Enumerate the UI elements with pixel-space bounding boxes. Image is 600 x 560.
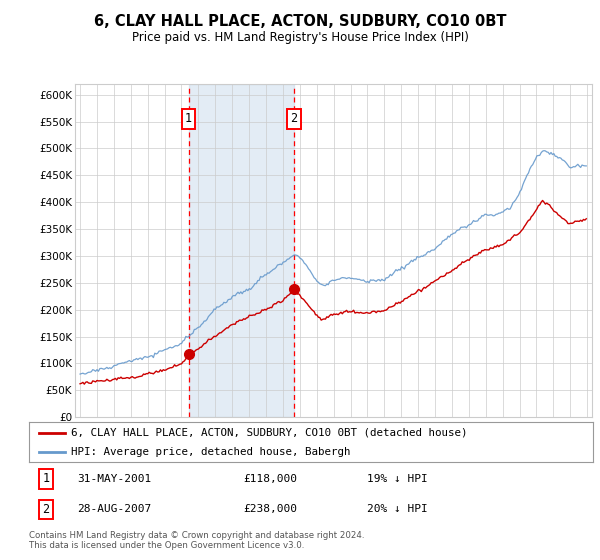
Text: 1: 1 — [185, 113, 192, 125]
Text: £118,000: £118,000 — [243, 474, 297, 484]
Text: 20% ↓ HPI: 20% ↓ HPI — [367, 505, 428, 515]
Text: 28-AUG-2007: 28-AUG-2007 — [77, 505, 151, 515]
Text: 6, CLAY HALL PLACE, ACTON, SUDBURY, CO10 0BT (detached house): 6, CLAY HALL PLACE, ACTON, SUDBURY, CO10… — [71, 428, 467, 438]
Text: 19% ↓ HPI: 19% ↓ HPI — [367, 474, 428, 484]
Text: 1: 1 — [42, 473, 49, 486]
Text: HPI: Average price, detached house, Babergh: HPI: Average price, detached house, Babe… — [71, 447, 350, 457]
Text: £238,000: £238,000 — [243, 505, 297, 515]
Text: 31-MAY-2001: 31-MAY-2001 — [77, 474, 151, 484]
Text: 2: 2 — [42, 503, 49, 516]
Text: Price paid vs. HM Land Registry's House Price Index (HPI): Price paid vs. HM Land Registry's House … — [131, 31, 469, 44]
Text: 2: 2 — [290, 113, 298, 125]
Text: 6, CLAY HALL PLACE, ACTON, SUDBURY, CO10 0BT: 6, CLAY HALL PLACE, ACTON, SUDBURY, CO10… — [94, 14, 506, 29]
Text: Contains HM Land Registry data © Crown copyright and database right 2024.
This d: Contains HM Land Registry data © Crown c… — [29, 531, 364, 550]
Bar — [188, 84, 294, 417]
